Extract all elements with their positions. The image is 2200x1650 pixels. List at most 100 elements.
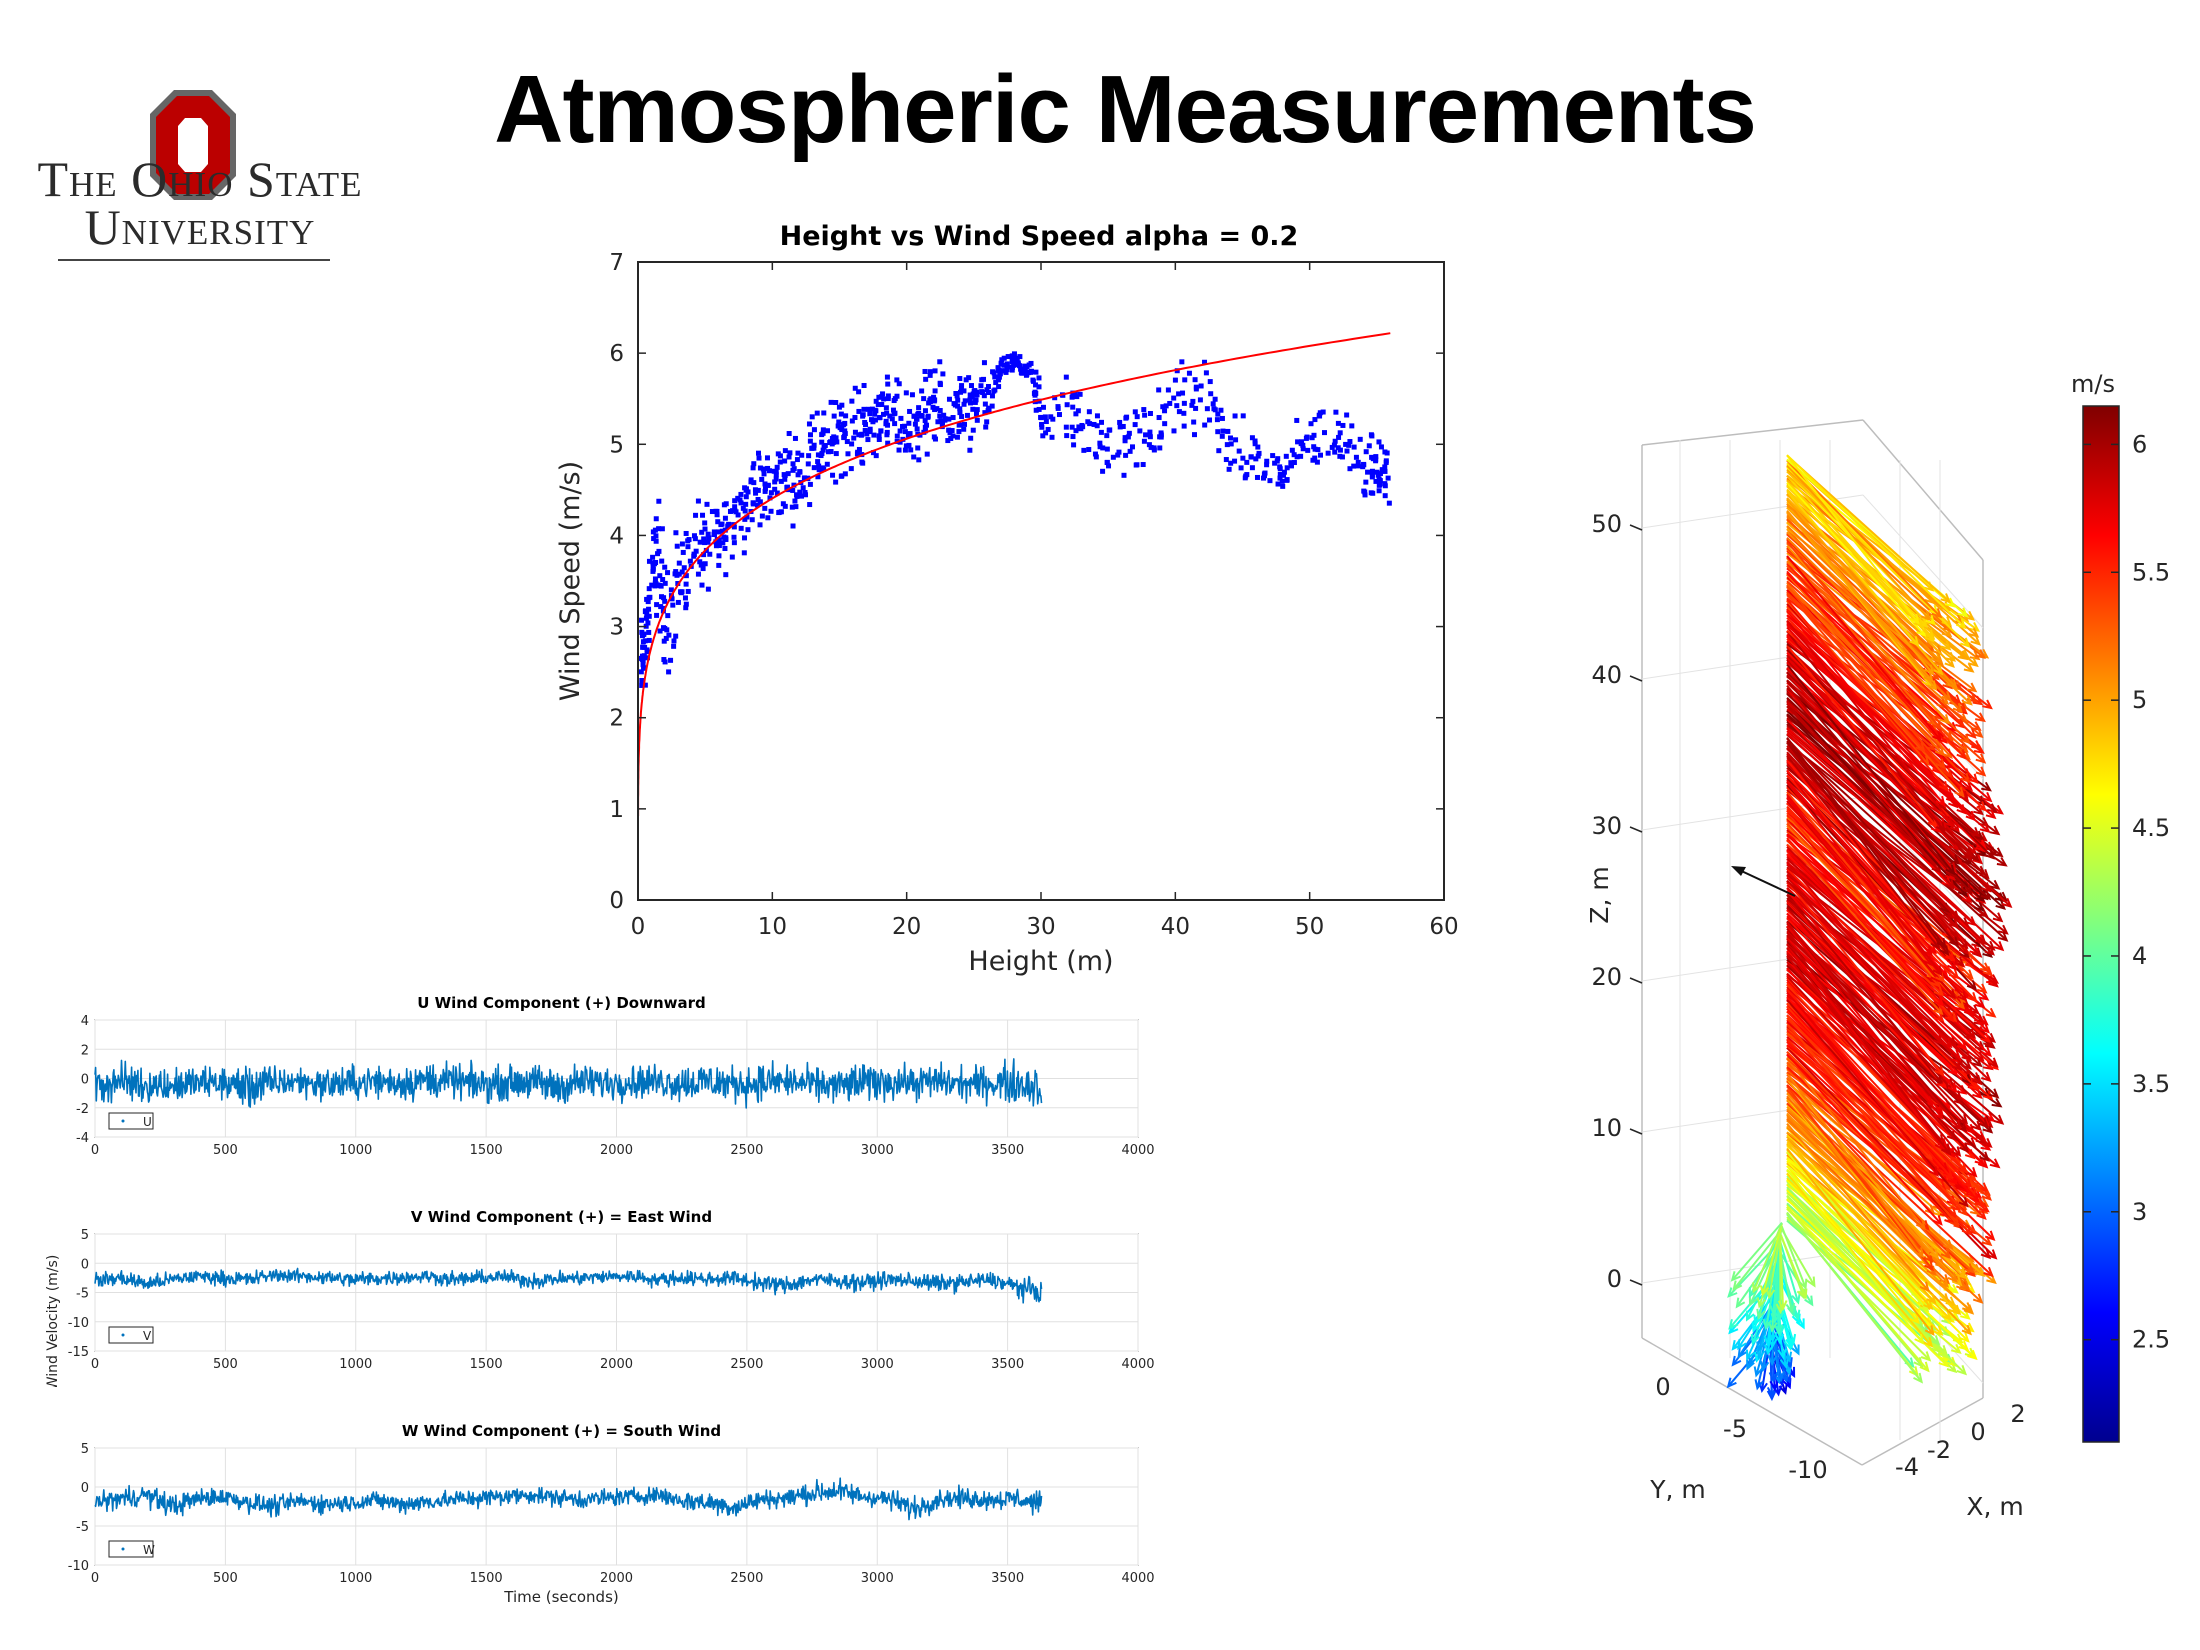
- scatter-point: [756, 450, 762, 456]
- wind-vector-head: [1727, 1287, 1738, 1298]
- scatter-point: [1361, 488, 1367, 494]
- scatter-point: [641, 665, 647, 671]
- scatter-point: [937, 382, 943, 388]
- scatter-point: [1275, 481, 1281, 487]
- scatter-point: [752, 487, 758, 493]
- time-series-title: V Wind Component (+) = East Wind: [411, 1208, 712, 1226]
- scatter-point: [914, 426, 920, 432]
- scatter-point: [718, 522, 724, 528]
- scatter-point: [1130, 444, 1136, 450]
- scatter-point: [645, 620, 651, 626]
- scatter-point: [1147, 429, 1153, 435]
- scatter-point: [903, 443, 909, 449]
- x-tick-label: 0: [1970, 1418, 1985, 1446]
- scatter-point: [1284, 477, 1290, 483]
- wind-vector-head: [1959, 1280, 1971, 1292]
- scatter-point: [642, 609, 648, 615]
- wind-vector-head: [1960, 1309, 1971, 1320]
- scatter-point: [865, 406, 871, 412]
- x-tick-label: 60: [1429, 914, 1458, 940]
- scatter-point: [974, 407, 980, 413]
- scatter-point: [663, 635, 669, 641]
- wind-vector-head: [1959, 637, 1971, 648]
- scatter-point: [927, 369, 933, 375]
- wind-vector-head: [1957, 991, 1968, 1002]
- scatter-point: [1039, 424, 1045, 430]
- x-tick-label: 2500: [730, 1143, 763, 1158]
- scatter-point: [1362, 492, 1368, 498]
- wind-vector-head: [1956, 1039, 1968, 1051]
- scatter-point: [1122, 438, 1128, 444]
- scatter-point: [1181, 410, 1187, 416]
- scatter-point: [884, 374, 890, 380]
- wind-vector-head: [1960, 772, 1971, 784]
- scatter-point: [856, 432, 862, 438]
- wind-vector-head: [1913, 1372, 1924, 1384]
- scatter-point: [1028, 369, 1034, 375]
- scatter-point: [1106, 463, 1112, 469]
- scatter-point: [647, 594, 653, 600]
- wind-vector: [1786, 1072, 1924, 1257]
- wind-vector-head: [1924, 593, 1936, 605]
- scatter-point: [1310, 457, 1316, 463]
- wind-vector: [1786, 898, 1962, 1071]
- y-tick-label: -2: [76, 1102, 89, 1117]
- scatter-point: [641, 631, 647, 637]
- scatter-point: [1332, 449, 1338, 455]
- time-series-line: [94, 1267, 1043, 1304]
- wind-vector-head: [1927, 817, 1938, 829]
- scatter-point: [958, 389, 964, 395]
- university-name-line2: University: [84, 199, 316, 255]
- z-tick-mark: [1629, 675, 1643, 682]
- scatter-point: [1272, 460, 1278, 466]
- scatter-point: [833, 479, 839, 485]
- highlight-vector-arrow: [1731, 866, 1796, 897]
- scatter-point: [985, 390, 991, 396]
- scatter-point: [1333, 409, 1339, 415]
- scatter-point: [673, 633, 679, 639]
- scatter-point: [719, 528, 725, 534]
- wind-vector-head: [1791, 1313, 1801, 1325]
- scatter-point: [985, 383, 991, 389]
- scatter-point: [1011, 360, 1017, 366]
- scatter-point: [662, 580, 668, 586]
- scatter-point: [1225, 428, 1231, 434]
- scatter-point: [1312, 417, 1318, 423]
- scatter-point: [786, 431, 792, 437]
- wind-vector: [1786, 1014, 1968, 1216]
- scatter-point: [848, 466, 854, 472]
- scatter-point: [793, 504, 799, 510]
- wind-vector-head: [1746, 1359, 1755, 1371]
- scatter-point: [773, 476, 779, 482]
- scatter-point: [646, 613, 652, 619]
- x-tick-label: 2000: [600, 1571, 633, 1586]
- wind-vector-head: [1974, 1266, 1986, 1278]
- scatter-point: [1336, 434, 1342, 440]
- scatter-point: [722, 545, 728, 551]
- colorbar-tick-label: 2.5: [2132, 1326, 2170, 1354]
- scatter-point: [1288, 463, 1294, 469]
- scatter-point: [750, 465, 756, 471]
- wind-vector-head: [1925, 614, 1936, 626]
- wind-vector: [1786, 1123, 1930, 1292]
- wind-vector-head: [1978, 1117, 1989, 1129]
- scatter-point: [1255, 453, 1261, 459]
- wind-vector: [1786, 751, 1968, 949]
- wind-vector-head: [1959, 1332, 1970, 1343]
- y-tick-label: 6: [609, 341, 624, 367]
- scatter-point: [892, 421, 898, 427]
- wind-vector-head: [1948, 955, 1959, 966]
- scatter-point: [785, 471, 791, 477]
- scatter-point: [1015, 362, 1021, 368]
- scatter-point: [702, 561, 708, 567]
- scatter-point: [1315, 447, 1321, 453]
- scatter-point: [1202, 359, 1208, 365]
- wind-vector-head: [1932, 1073, 1943, 1085]
- wind-vector-head: [1782, 1351, 1793, 1363]
- scatter-point: [897, 439, 903, 445]
- scatter-point: [955, 397, 961, 403]
- scatter-point: [1043, 430, 1049, 436]
- wind-vector: [1786, 889, 1957, 1092]
- scatter-point: [1086, 409, 1092, 415]
- wind-vector-head: [1945, 651, 1957, 662]
